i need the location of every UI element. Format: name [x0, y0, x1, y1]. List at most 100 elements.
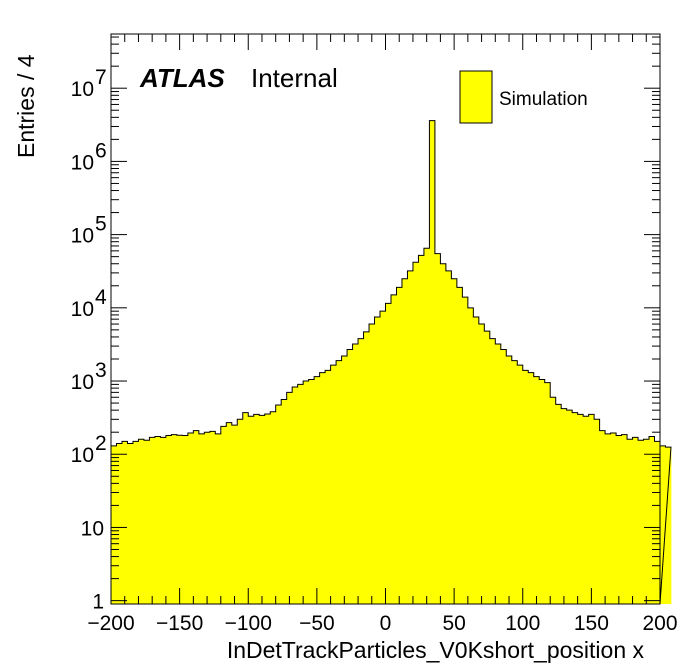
histogram-bin [374, 316, 381, 604]
x-tick-label: −200 [87, 612, 134, 635]
x-tick-label: −150 [156, 612, 203, 635]
histogram-bin [116, 443, 123, 604]
histogram-bin [462, 297, 469, 604]
atlas-logo-text: ATLAS [139, 63, 225, 93]
histogram-bin [577, 414, 584, 604]
histogram-bin [292, 386, 299, 604]
histogram-bin [154, 436, 161, 604]
histogram-bin [215, 433, 222, 604]
histogram-bin [259, 415, 266, 604]
histogram-bin [303, 381, 310, 604]
histogram-bin [605, 433, 611, 604]
legend-label-simulation: Simulation [499, 89, 588, 110]
histogram-bin [143, 440, 150, 604]
histogram-bin [325, 370, 331, 604]
histogram-bin [187, 433, 194, 604]
histogram-bin [572, 412, 579, 604]
histogram-bin [176, 435, 183, 604]
histogram-bin [566, 410, 573, 604]
histogram-bin [544, 382, 551, 604]
histogram-bin [275, 405, 282, 604]
histogram-bin [599, 430, 606, 604]
histogram-bin [555, 404, 562, 604]
histogram-bin [149, 437, 156, 604]
histogram-bin [412, 262, 419, 604]
histogram-bin [401, 278, 408, 604]
histogram-bin [347, 349, 353, 604]
histogram-bin [517, 365, 524, 604]
histogram-bin [121, 441, 128, 604]
histogram-bin [390, 294, 397, 604]
x-tick-label: 200 [642, 612, 677, 635]
histogram-bin [111, 445, 117, 604]
atlas-label: ATLAS Internal [139, 63, 338, 93]
histogram-bin [610, 433, 617, 604]
histogram-bin [226, 422, 233, 604]
y-tick-exponent: 3 [95, 359, 107, 382]
histogram-bin [264, 413, 271, 604]
histogram-bin [297, 384, 304, 604]
histogram-bin [561, 408, 568, 604]
atlas-status-text: Internal [251, 63, 338, 93]
histogram-bin [627, 439, 633, 604]
legend: Simulation [459, 70, 588, 124]
y-tick-label: 10 [71, 371, 94, 394]
histogram-bin [358, 338, 364, 604]
histogram-bin [660, 445, 666, 604]
histogram-bin [528, 372, 535, 604]
histogram-bin [165, 435, 172, 604]
histogram-bin [160, 437, 167, 604]
histogram-bin [369, 324, 375, 604]
y-axis-title: Entries / 4 [13, 54, 39, 158]
histogram-bin [434, 253, 441, 604]
histogram-bin [489, 338, 496, 604]
histogram-bin [588, 414, 595, 604]
histogram-bin [138, 439, 145, 604]
y-tick-label: 10 [71, 444, 94, 467]
histogram-bin [423, 248, 430, 604]
x-tick-labels: −200 −150 −100 −50 0 50 100 150 200 [87, 612, 677, 635]
histogram-bin [522, 370, 529, 604]
y-tick-label: 10 [71, 225, 94, 248]
histogram-bin [638, 440, 644, 604]
histogram-bin [209, 431, 216, 604]
histogram-bin [204, 432, 211, 604]
histogram-bin [665, 447, 672, 604]
histogram-bin [539, 379, 546, 604]
histogram-bin [380, 311, 386, 604]
histogram-bin [220, 426, 227, 604]
histogram-bin [242, 412, 249, 604]
y-tick-label: 10 [71, 151, 94, 174]
y-tick-exponent: 5 [95, 213, 107, 236]
histogram-bin [533, 376, 540, 604]
histogram-bin [281, 399, 288, 604]
axis-ticks [110, 34, 661, 605]
x-axis-title: InDetTrackParticles_V0Kshort_position x [227, 637, 645, 663]
histogram-bin [643, 439, 650, 604]
histogram-bin [341, 355, 348, 604]
histogram-bin [198, 433, 205, 604]
histogram-bin [429, 120, 436, 604]
histogram-outline [110, 120, 672, 605]
histogram-bin [314, 376, 321, 604]
histogram-bin [132, 441, 139, 604]
x-tick-label: 0 [380, 612, 392, 635]
histogram-bin [237, 419, 244, 604]
histogram-bin [270, 411, 277, 604]
histogram-bin [407, 270, 414, 604]
y-tick-exponent: 2 [95, 432, 107, 455]
histogram-bin [171, 434, 178, 604]
histogram-bin [418, 255, 425, 605]
y-tick-label: 10 [81, 517, 104, 540]
histogram-bin [621, 434, 628, 604]
histogram-bin [495, 344, 502, 604]
y-tick-exponent: 6 [95, 139, 107, 162]
histogram-bin [319, 372, 326, 604]
legend-swatch-simulation [459, 70, 493, 124]
x-tick-label: 150 [574, 612, 609, 635]
histogram-bin [467, 307, 474, 604]
histogram-bin [286, 392, 293, 604]
histogram-bin [484, 331, 491, 604]
